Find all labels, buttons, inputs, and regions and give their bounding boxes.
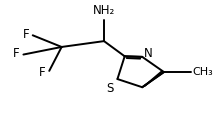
Text: NH₂: NH₂ bbox=[93, 4, 115, 17]
Text: F: F bbox=[38, 66, 45, 79]
Text: S: S bbox=[106, 82, 113, 95]
Text: N: N bbox=[144, 47, 153, 60]
Text: CH₃: CH₃ bbox=[193, 67, 214, 77]
Text: F: F bbox=[23, 28, 30, 41]
Text: F: F bbox=[13, 47, 19, 60]
